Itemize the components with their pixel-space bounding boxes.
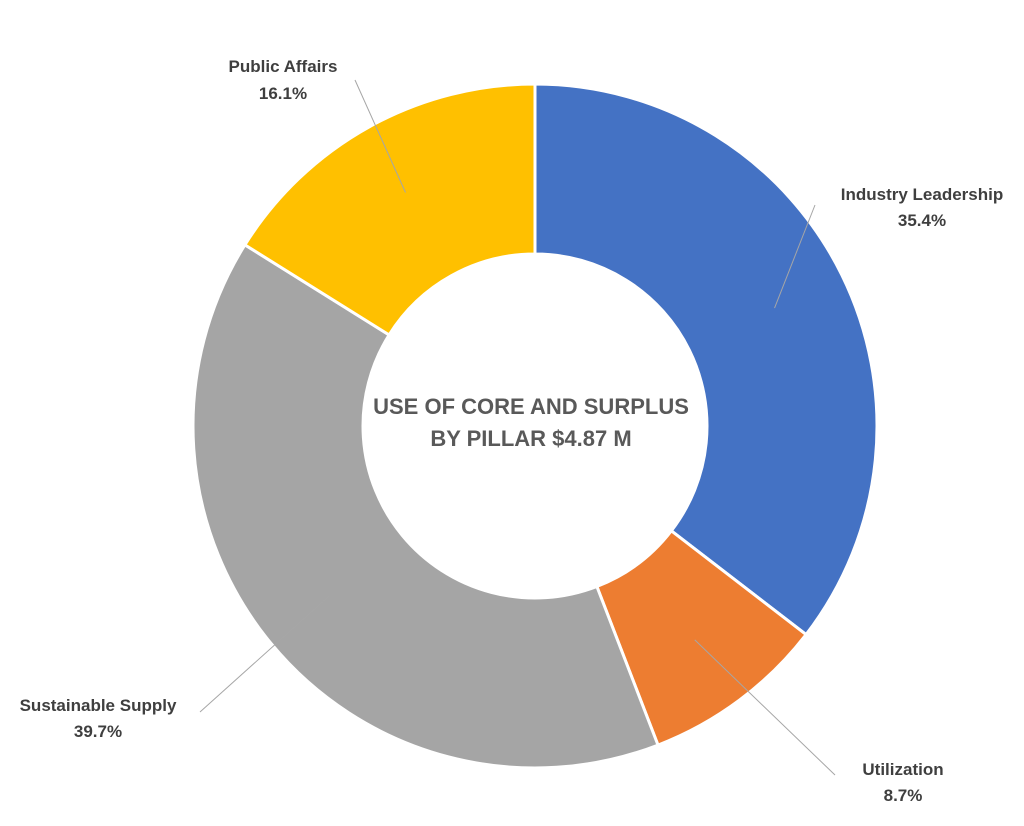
donut-slices xyxy=(191,82,879,770)
value-label-utilization: 8.7% xyxy=(884,786,923,805)
leader-line-public-affairs xyxy=(354,79,406,193)
value-label-sustainable-supply: 39.7% xyxy=(74,722,122,741)
category-label-industry-leadership: Industry Leadership xyxy=(841,185,1003,204)
category-label-sustainable-supply: Sustainable Supply xyxy=(20,696,177,715)
slice-sustainable-supply xyxy=(191,242,660,770)
chart-title-line-1: USE OF CORE AND SURPLUS xyxy=(373,394,689,419)
slice-public-affairs xyxy=(242,82,537,337)
value-label-industry-leadership: 35.4% xyxy=(898,211,946,230)
chart-title-line-2: BY PILLAR $4.87 M xyxy=(430,426,631,451)
leader-line-industry-leadership xyxy=(774,204,816,309)
leader-line-utilization xyxy=(694,639,836,776)
slice-industry-leadership xyxy=(533,82,879,637)
leader-lines xyxy=(199,79,836,776)
value-label-public-affairs: 16.1% xyxy=(259,84,307,103)
category-label-utilization: Utilization xyxy=(862,760,943,779)
category-label-public-affairs: Public Affairs xyxy=(229,57,338,76)
leader-line-sustainable-supply xyxy=(199,595,330,713)
